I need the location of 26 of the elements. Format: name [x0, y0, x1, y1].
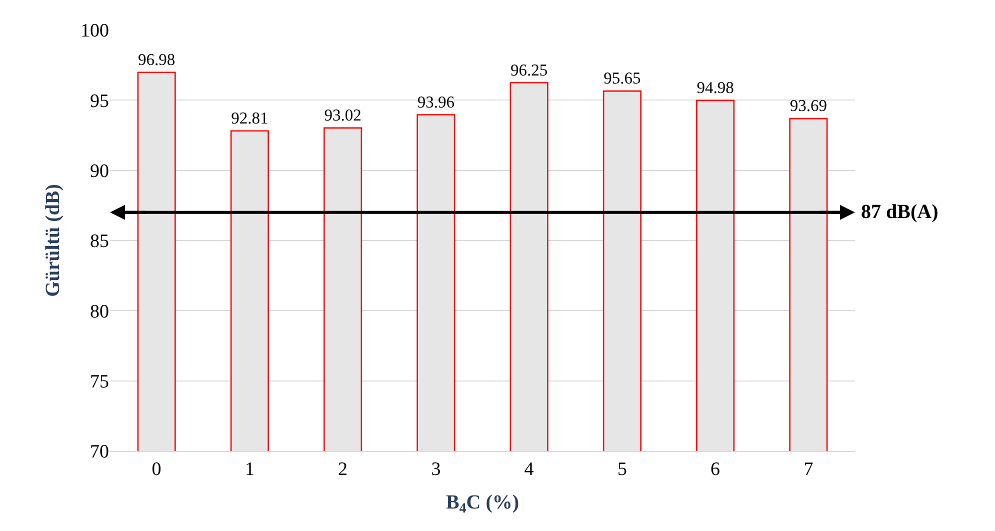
y-tick-label: 100	[80, 20, 109, 42]
x-tick-label: 2	[338, 458, 348, 480]
x-tick-label: 3	[431, 458, 441, 480]
ref-line-label: 87 dB(A)	[861, 201, 938, 223]
x-tick-label: 7	[804, 458, 814, 480]
x-tick-label: 5	[617, 458, 627, 480]
x-axis-title: B$_{4}$C (%)	[446, 491, 520, 516]
data-label: 93.96	[417, 92, 455, 112]
x-tick-label: 0	[152, 458, 162, 480]
data-label: 92.81	[231, 108, 268, 128]
data-label: 94.98	[696, 78, 734, 98]
y-tick-label: 85	[90, 231, 109, 252]
data-label: 93.69	[790, 96, 828, 116]
data-label: 95.65	[604, 68, 641, 88]
y-tick-label: 90	[90, 160, 109, 182]
x-tick-label: 6	[710, 458, 720, 480]
y-tick-label: 70	[90, 442, 109, 463]
y-axis-title: Gürültü (dB)	[42, 184, 64, 297]
x-tick-label: 4	[524, 458, 534, 480]
x-tick-label: 1	[244, 458, 254, 480]
data-label: 93.02	[324, 106, 362, 125]
y-tick-label: 95	[90, 90, 109, 112]
data-label: 96.98	[138, 50, 176, 70]
data-label: 96.25	[510, 60, 548, 80]
y-tick-label: 75	[90, 371, 109, 392]
y-tick-label: 80	[90, 301, 109, 322]
